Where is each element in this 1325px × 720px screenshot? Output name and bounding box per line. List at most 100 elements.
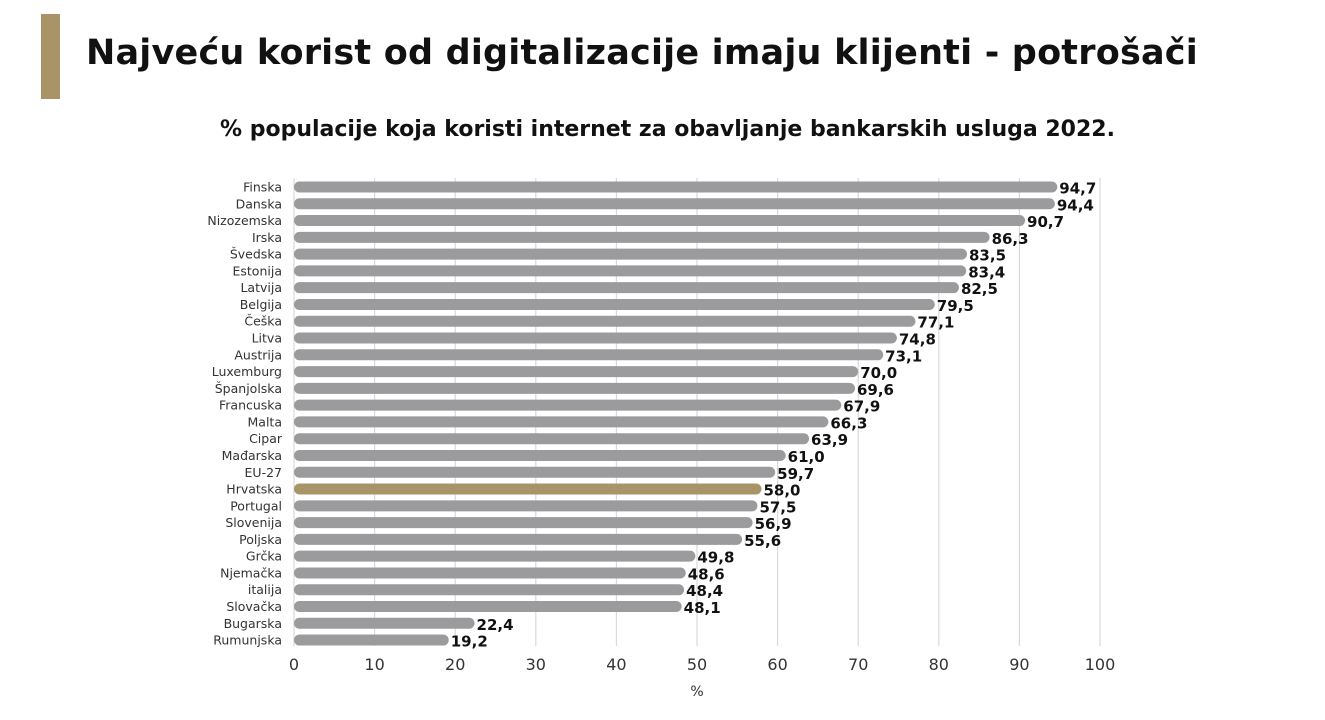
data-label: 70,0 <box>860 364 897 382</box>
data-label: 58,0 <box>763 482 800 500</box>
bar <box>294 282 959 294</box>
bar <box>294 500 758 512</box>
x-tick-label: 90 <box>1009 655 1029 674</box>
bar <box>294 332 897 344</box>
data-label: 94,4 <box>1057 196 1094 214</box>
category-label: Švedska <box>230 247 282 262</box>
category-label: Poljska <box>239 532 282 547</box>
bar <box>294 265 967 277</box>
bar <box>294 634 449 646</box>
category-label: italija <box>248 582 282 597</box>
bar <box>294 215 1026 227</box>
data-label: 63,9 <box>811 431 848 449</box>
title-accent-bar <box>41 14 60 99</box>
bar <box>294 382 855 394</box>
data-label: 22,4 <box>477 616 514 634</box>
bar <box>294 449 786 461</box>
bar <box>294 584 685 596</box>
data-label: 59,7 <box>777 465 814 483</box>
bar <box>294 416 829 428</box>
category-label: Češka <box>244 314 282 329</box>
x-tick-label: 10 <box>364 655 384 674</box>
bar <box>294 231 990 243</box>
category-label: EU-27 <box>245 465 282 480</box>
category-label: Finska <box>243 180 282 195</box>
bar <box>294 517 753 529</box>
data-label: 49,8 <box>697 549 734 567</box>
data-label: 57,5 <box>759 498 796 516</box>
category-label: Austrija <box>234 347 282 362</box>
data-label: 48,4 <box>686 582 723 600</box>
bar <box>294 181 1058 193</box>
x-tick-label: 0 <box>289 655 299 674</box>
data-label: 56,9 <box>755 515 792 533</box>
category-label: Hrvatska <box>226 482 282 497</box>
bar <box>294 298 935 310</box>
data-label: 83,4 <box>968 263 1005 281</box>
category-label: Belgija <box>240 297 282 312</box>
category-label: Španjolska <box>215 381 282 396</box>
bar <box>294 366 859 378</box>
data-label: 48,6 <box>688 565 725 583</box>
category-label: Njemačka <box>220 565 282 580</box>
category-label: Francuska <box>219 398 282 413</box>
data-label: 90,7 <box>1027 213 1064 231</box>
x-axis-label: % <box>690 684 703 700</box>
data-label: 77,1 <box>917 314 954 332</box>
category-label: Bugarska <box>224 616 282 631</box>
data-label: 73,1 <box>885 347 922 365</box>
bar <box>294 550 696 562</box>
x-tick-label: 100 <box>1085 655 1116 674</box>
category-label: Slovenija <box>225 515 282 530</box>
x-tick-label: 40 <box>606 655 626 674</box>
data-label: 66,3 <box>830 414 867 432</box>
category-label: Portugal <box>230 498 282 513</box>
x-tick-label: 50 <box>687 655 707 674</box>
chart-title: % populacije koja koristi internet za ob… <box>220 117 1115 142</box>
bar <box>294 466 776 478</box>
bar <box>294 567 686 579</box>
data-label: 48,1 <box>684 599 721 617</box>
x-tick-label: 80 <box>929 655 949 674</box>
data-label: 67,9 <box>843 398 880 416</box>
category-label: Estonija <box>233 263 283 278</box>
category-label: Mađarska <box>222 448 282 463</box>
data-label: 19,2 <box>451 633 488 651</box>
category-label: Danska <box>236 196 282 211</box>
bar-highlight <box>294 483 762 495</box>
category-label: Litva <box>252 331 282 346</box>
data-label: 61,0 <box>788 448 825 466</box>
category-label: Cipar <box>249 431 283 446</box>
bar <box>294 248 968 260</box>
bar <box>294 433 810 445</box>
bar <box>294 315 916 327</box>
bar <box>294 198 1055 210</box>
category-label: Nizozemska <box>207 213 282 228</box>
category-label: Grčka <box>246 549 282 564</box>
x-tick-label: 60 <box>767 655 787 674</box>
data-label: 79,5 <box>937 297 974 315</box>
x-tick-label: 20 <box>445 655 465 674</box>
category-label: Luxemburg <box>212 364 282 379</box>
data-label: 82,5 <box>961 280 998 298</box>
data-label: 86,3 <box>992 230 1029 248</box>
bar <box>294 399 842 411</box>
category-label: Irska <box>252 230 282 245</box>
category-label: Rumunjska <box>213 633 282 648</box>
data-label: 94,7 <box>1059 180 1096 198</box>
category-label: Malta <box>248 414 282 429</box>
x-tick-label: 30 <box>526 655 546 674</box>
bar <box>294 533 743 545</box>
data-label: 55,6 <box>744 532 781 550</box>
page-title: Najveću korist od digitalizacije imaju k… <box>86 33 1198 73</box>
bar <box>294 617 475 629</box>
data-label: 74,8 <box>899 331 936 349</box>
bar <box>294 601 682 612</box>
x-tick-label: 70 <box>848 655 868 674</box>
category-label: Slovačka <box>226 599 282 614</box>
data-label: 69,6 <box>857 381 894 399</box>
category-label: Latvija <box>240 280 282 295</box>
data-label: 83,5 <box>969 247 1006 265</box>
bar <box>294 349 884 361</box>
